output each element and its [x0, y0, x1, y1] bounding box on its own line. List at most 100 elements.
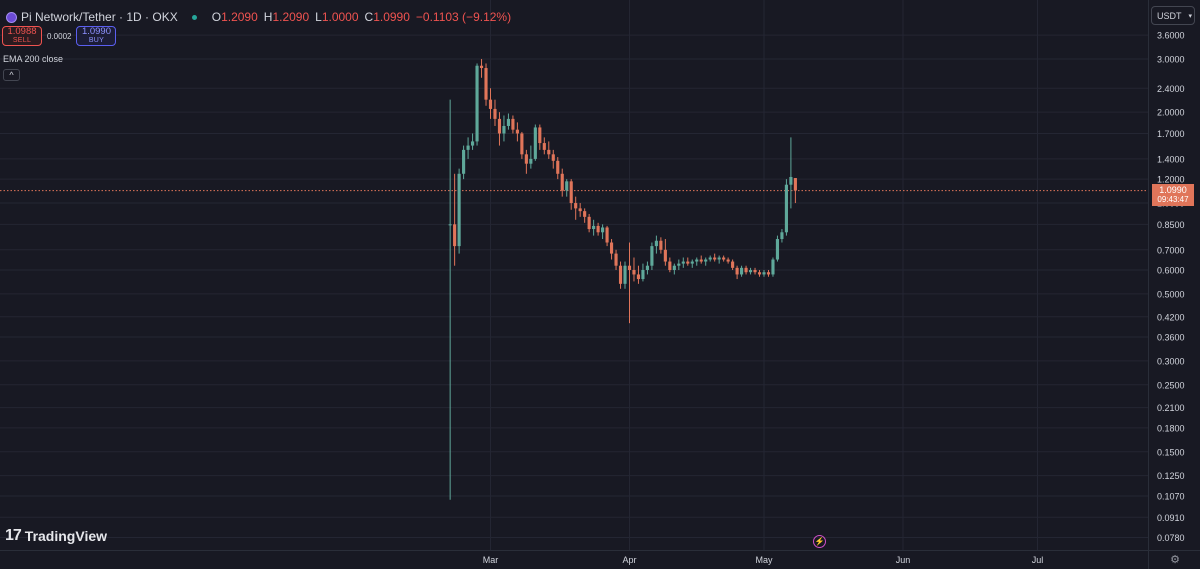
candle-body: [457, 173, 461, 247]
candle-body: [551, 154, 555, 161]
candle-body: [609, 242, 614, 254]
trade-panel: 1.0988 SELL 0.0002 1.0990 BUY: [2, 26, 117, 46]
candle-body: [681, 261, 685, 264]
candle-body: [479, 65, 484, 69]
candle-body: [470, 141, 475, 146]
candle-body: [704, 259, 708, 262]
buy-price: 1.0990: [81, 26, 111, 37]
candle-body: [502, 125, 506, 134]
symbol-title[interactable]: Pi Network/Tether · 1D · OKX: [21, 10, 178, 24]
candle-body: [731, 261, 735, 268]
ohlc-close-value: 1.0990: [373, 10, 410, 24]
candle-body: [726, 259, 730, 262]
candle-body: [578, 208, 582, 212]
y-tick-label: 1.2000: [1157, 175, 1185, 185]
candle-body: [677, 263, 681, 266]
y-tick-label: 0.1070: [1157, 492, 1185, 502]
candle-body: [717, 257, 721, 260]
tradingview-logo[interactable]: 17 TradingView: [5, 527, 107, 545]
candle-body: [542, 143, 546, 150]
candle-body: [757, 272, 762, 275]
bolt-icon[interactable]: ⚡: [813, 535, 826, 548]
candle-body: [529, 158, 533, 164]
y-tick-label: 0.2500: [1157, 380, 1185, 390]
candle-body: [775, 239, 780, 260]
candle-body: [668, 261, 672, 271]
last-price-value: 1.0990: [1159, 185, 1187, 195]
candle-body: [641, 270, 645, 280]
candle-body: [583, 211, 587, 217]
collapse-indicators-button[interactable]: ^: [3, 69, 20, 81]
y-tick-label: 0.5000: [1157, 289, 1185, 299]
candle-body: [618, 265, 623, 284]
currency-label: USDT: [1157, 10, 1182, 21]
gear-icon[interactable]: ⚙: [1170, 554, 1180, 566]
indicator-legend[interactable]: EMA 200 close: [3, 54, 64, 64]
candle-body: [623, 265, 627, 284]
candle-body: [511, 118, 515, 130]
ohlc-open-value: 1.2090: [221, 10, 258, 24]
candle-body: [690, 261, 694, 264]
candle-body: [596, 225, 600, 233]
candle-body: [493, 108, 497, 119]
sell-button[interactable]: 1.0988 SELL: [2, 26, 42, 46]
market-open-icon: [191, 14, 197, 20]
buy-button[interactable]: 1.0990 BUY: [76, 26, 117, 46]
candle-body: [453, 224, 457, 247]
candle-body: [695, 259, 699, 262]
candle-body: [448, 224, 452, 226]
candle-body: [659, 240, 663, 250]
currency-selector[interactable]: USDT ▾: [1151, 6, 1195, 25]
ohlc-low-value: 1.0000: [321, 10, 359, 24]
candle-body: [744, 267, 748, 273]
candle-body: [556, 160, 560, 174]
candle-body: [574, 203, 578, 209]
ohlc-high-value: 1.2090: [272, 10, 310, 24]
candle-body: [627, 265, 632, 271]
candle-body: [569, 181, 573, 204]
candle-body: [789, 176, 793, 185]
candle-body: [650, 246, 654, 266]
candle-body: [636, 274, 641, 280]
y-tick-label: 0.1500: [1157, 447, 1185, 457]
y-tick-label: 0.3600: [1157, 332, 1185, 342]
bar-countdown: 09:43:47: [1157, 195, 1189, 204]
candle-body: [699, 259, 703, 262]
x-tick-label: Apr: [622, 555, 636, 565]
ohlc-close-key: C: [364, 10, 374, 24]
candle-body: [784, 184, 788, 233]
x-tick-label: Mar: [483, 555, 499, 565]
candle-body: [601, 227, 605, 233]
y-tick-label: 1.7000: [1157, 129, 1185, 139]
candle-body: [547, 149, 551, 155]
candle-body: [748, 270, 753, 273]
candle-body: [592, 225, 596, 230]
candle-body: [488, 99, 493, 109]
y-tick-label: 2.4000: [1157, 84, 1185, 94]
x-tick-label: Jul: [1032, 555, 1044, 565]
y-tick-label: 0.4200: [1157, 312, 1185, 322]
candle-body: [654, 240, 658, 247]
y-tick-label: 0.1250: [1157, 471, 1185, 481]
candle-body: [538, 127, 542, 144]
candle-body: [663, 249, 667, 262]
candle-body: [605, 227, 609, 243]
candle-body: [587, 216, 591, 230]
candle-body: [632, 270, 636, 275]
candle-body: [475, 65, 479, 142]
buy-label: BUY: [88, 37, 105, 44]
price-change: −0.1103 (−9.12%): [415, 10, 512, 24]
x-tick-label: Jun: [896, 555, 911, 565]
candle-body: [771, 259, 775, 275]
ohlc-high-key: H: [263, 10, 273, 24]
sell-price: 1.0988: [7, 26, 37, 37]
candle-body: [753, 270, 757, 273]
y-tick-label: 3.6000: [1157, 31, 1185, 41]
ohlc-low-key: L: [315, 10, 322, 24]
y-tick-label: 0.6000: [1157, 266, 1185, 276]
candle-body: [713, 257, 717, 260]
chart-header: Pi Network/Tether · 1D · OKX O 1.2090 H 1.…: [6, 9, 511, 25]
tradingview-wordmark: TradingView: [24, 528, 108, 544]
candle-body: [497, 118, 502, 134]
